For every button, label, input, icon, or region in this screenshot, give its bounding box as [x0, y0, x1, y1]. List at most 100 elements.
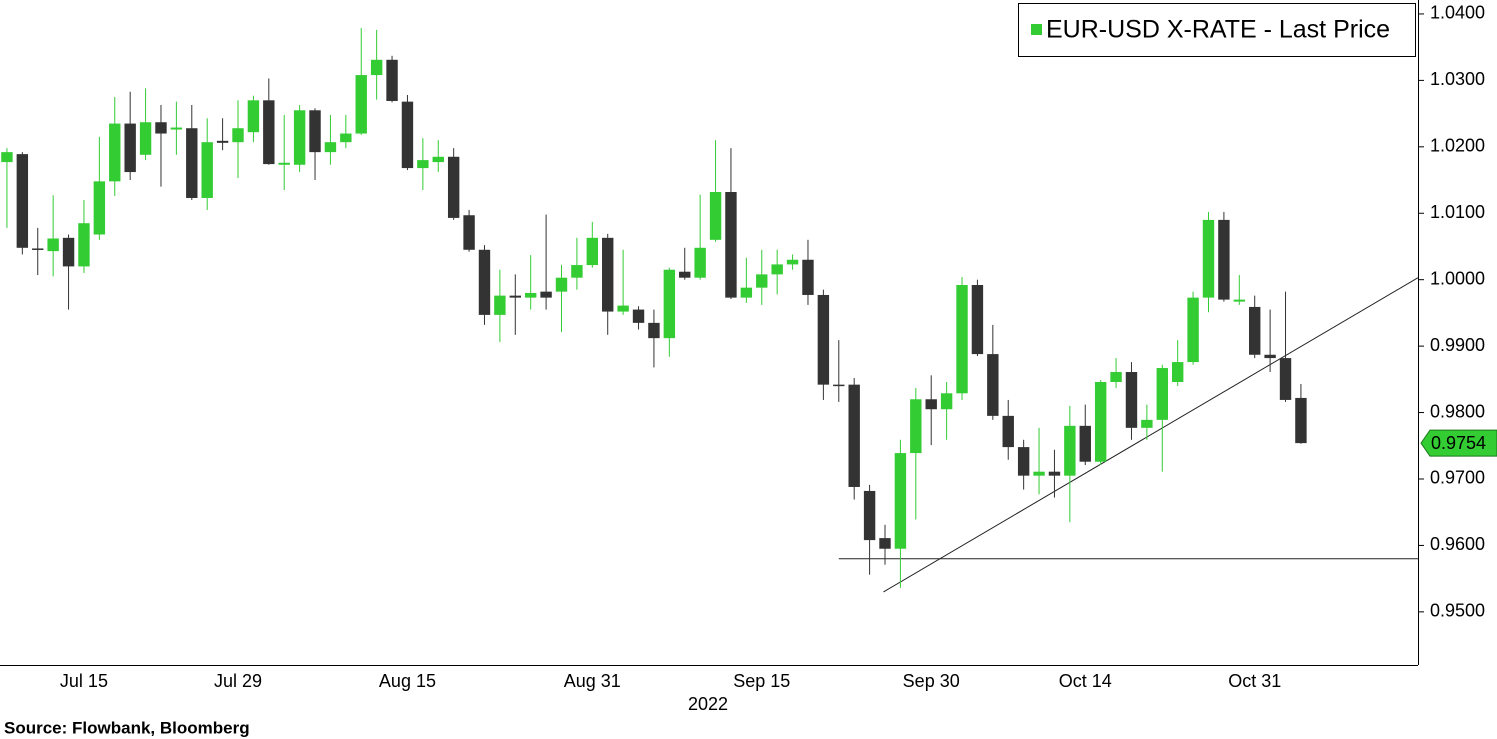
candle-body [694, 247, 706, 278]
legend-box [1018, 3, 1416, 57]
y-tick-label: 1.0300 [1430, 69, 1485, 89]
candle-body [987, 354, 999, 416]
candle-body [1110, 372, 1122, 382]
x-tick-label: Aug 31 [564, 671, 621, 691]
candle-body [509, 295, 521, 298]
x-tick-label: Jul 29 [214, 671, 262, 691]
candle-body [1033, 471, 1045, 476]
y-tick-label: 0.9600 [1430, 534, 1485, 554]
y-tick-label: 1.0000 [1430, 268, 1485, 288]
candle-body [802, 259, 814, 295]
legend-swatch [1031, 24, 1042, 35]
candle-body [1187, 297, 1199, 363]
last-price-label: 0.9754 [1431, 433, 1486, 453]
candle-body [494, 295, 506, 315]
candle-body [340, 133, 352, 143]
candle-body [478, 249, 491, 315]
candle-body [555, 277, 568, 292]
candle-body [47, 238, 59, 252]
candle-body [524, 292, 537, 298]
candle-body [1079, 425, 1091, 462]
candle-body [879, 538, 891, 549]
candle-body [1141, 419, 1153, 428]
candle-body [386, 59, 398, 101]
x-tick-label: Sep 15 [733, 671, 790, 691]
candle-body [602, 237, 614, 312]
x-tick-label: Jul 15 [60, 671, 108, 691]
candle-body [910, 399, 922, 454]
y-tick-label: 1.0100 [1430, 202, 1485, 222]
last-price-tag [1420, 429, 1497, 457]
y-tick-label: 0.9700 [1430, 468, 1485, 488]
candle-body [32, 248, 44, 250]
x-axis-year: 2022 [688, 694, 728, 714]
candle-body [401, 101, 414, 169]
candle-body [1249, 306, 1261, 355]
candle-body [1017, 447, 1030, 476]
candle-body [355, 75, 367, 134]
candle-body [971, 285, 984, 355]
candle-body [370, 59, 383, 76]
candle-body [817, 294, 830, 385]
candle-body [894, 453, 907, 549]
candle-body [848, 384, 860, 487]
candle-body [124, 123, 136, 173]
y-tick-label: 0.9800 [1430, 401, 1485, 421]
candle-body [1218, 219, 1230, 300]
candle-body [324, 142, 337, 153]
x-tick-label: Oct 14 [1059, 671, 1112, 691]
candle-body [679, 271, 691, 278]
y-tick-label: 0.9900 [1430, 335, 1485, 355]
candle-body [771, 264, 783, 275]
candle-body [247, 100, 260, 133]
candle-body [863, 490, 876, 541]
candle-body [170, 127, 183, 130]
candle-body [1279, 358, 1292, 400]
source-note: Source: Flowbank, Bloomberg [4, 718, 250, 737]
trend-line [883, 277, 1419, 593]
candle-body [725, 191, 737, 298]
candle-body [1125, 372, 1138, 428]
candle-body [263, 100, 275, 165]
candle-body [540, 291, 552, 298]
legend-label: EUR-USD X-RATE - Last Price [1046, 16, 1390, 44]
candle-body [1156, 368, 1168, 420]
candle-body [663, 269, 676, 339]
candle-body [1064, 425, 1076, 476]
y-tick-label: 1.0400 [1430, 3, 1485, 23]
candle-body [186, 128, 198, 198]
candle-body [956, 285, 968, 394]
candle-body [1295, 397, 1307, 444]
candle-body [155, 122, 167, 134]
candle-body [78, 223, 90, 267]
candle-body [463, 215, 475, 250]
x-tick-label: Oct 31 [1228, 671, 1281, 691]
candle-body [139, 122, 152, 155]
candle-body [1094, 381, 1107, 462]
candle-body [1233, 299, 1246, 302]
y-tick-label: 1.0200 [1430, 136, 1485, 156]
candle-body [709, 191, 722, 240]
candle-body [201, 142, 213, 198]
candle-body [1264, 354, 1276, 359]
candle-body [648, 322, 660, 339]
candle-body [632, 309, 645, 323]
candle-body [293, 110, 306, 165]
candle-body [617, 305, 629, 312]
candle-body [756, 274, 768, 288]
y-tick-label: 0.9500 [1430, 601, 1485, 621]
candle-body [432, 156, 444, 163]
x-tick-label: Aug 15 [379, 671, 436, 691]
candle-body [786, 259, 799, 265]
candle-body [740, 287, 753, 298]
candle-body [1, 152, 13, 163]
candle-body [417, 160, 429, 169]
candle-body [16, 154, 29, 248]
candle-body [940, 393, 953, 410]
candle-body [216, 140, 229, 143]
legend: EUR-USD X-RATE - Last Price [1018, 3, 1416, 57]
x-tick-label: Sep 30 [903, 671, 960, 691]
candle-body [447, 156, 460, 218]
candle-body [232, 128, 244, 143]
